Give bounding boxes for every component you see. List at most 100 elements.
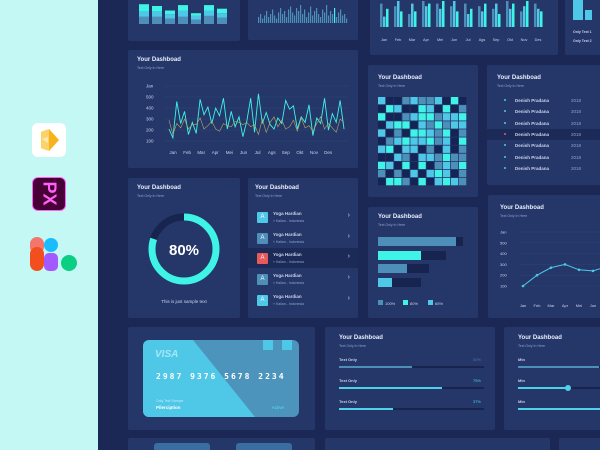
list-item[interactable]: Denish Pradana 2018 [487,140,600,151]
chevron-right-icon[interactable]: › [347,274,350,282]
slider-handle[interactable] [564,385,571,391]
partial-card [128,438,315,450]
legend-swatch [403,300,408,305]
bar [411,3,414,28]
chevron-right-icon[interactable]: › [347,232,350,240]
bar [318,14,320,23]
user-list-item[interactable]: A Yoga Hardian ⌖ Kalian - Indonesia › [248,269,358,289]
list-item-name: Denish Pradana [515,109,550,115]
bar [310,6,312,23]
card-subtitle: Text Only In Here [500,214,528,218]
card-brand: VISA [155,349,179,360]
dashboard-showcase: Jan Feb Mar Apr Mei Jun Jul Ags Sep Okt Nov Des Onl… [98,0,600,450]
users-card: Your Dashboad Text Only In Here A Yoga Ha… [248,178,358,318]
user-list-item[interactable]: A Yoga Hardian ⌖ Kalian - Indonesia › [248,290,358,310]
bullet-icon [504,155,506,158]
heatmap-cell [402,129,410,137]
bar-segment [204,10,214,16]
heatmap-cell [426,161,434,170]
progress-bar [339,408,484,410]
user-list-item[interactable]: A Yoga Hardian ⌖ Kalian - Indonesia › [248,207,358,227]
bar [306,17,308,23]
y-tick-label: 400 [500,251,507,256]
month-label: Sep [493,38,500,42]
bar [506,1,509,27]
slider-track[interactable] [518,387,600,389]
heatmap-cell [434,145,442,153]
bar [442,1,445,27]
credit-card-panel: VISA 2987 9376 5678 2234 Only Text Sampl… [128,327,315,430]
list-item[interactable]: Denish Pradana 2018 [487,163,600,174]
heatmap-cell [402,137,410,145]
x-tick-label: Jun [590,303,596,308]
slider-track[interactable] [518,366,600,368]
list-item[interactable]: Denish Pradana 2018 [487,106,600,117]
bar [383,16,386,27]
bar-segment [217,13,227,18]
bar [436,3,439,28]
user-list-item[interactable]: A Yoga Hardian ⌖ Kalian - Indonesia › [248,228,358,248]
legend-label: 80% [410,300,419,306]
heatmap-cell [434,113,442,121]
card-title: Your Dashboad [255,185,299,191]
heatmap-cell [394,105,402,113]
bar [296,8,298,23]
bar [262,18,264,23]
bar [298,11,300,23]
bar-segment [204,5,214,11]
list-item[interactable]: Denish Pradana 2018 [487,118,600,129]
heatmap-cell [418,137,426,145]
list-item[interactable]: Denish Pradana 2018 [487,95,600,106]
x-tick-label: Jul [255,150,261,155]
card-title: Your Dashboad [378,75,422,81]
heatmap-cell [434,169,442,178]
chevron-right-icon[interactable]: › [347,253,350,261]
month-label: Feb [395,38,402,42]
y-tick-label: 500 [500,240,507,245]
heatmap-cell [386,113,394,121]
list-item[interactable]: Denish Pradana 2018 [487,128,600,140]
chevron-right-icon[interactable]: › [347,212,350,219]
bar-segment [139,11,149,17]
bar [338,12,340,23]
bar-segment [165,18,175,24]
card-title: Your Dashboad [500,205,544,211]
x-tick-label: Mei [226,150,233,155]
heatmap [378,97,467,186]
user-name: Yoga Hardian [273,252,302,258]
bar [336,17,338,23]
slider-track[interactable] [518,408,600,410]
month-label: Ags [479,38,486,42]
heatmap-cell [459,105,467,113]
card-subtitle: Text Only In Here [378,223,406,227]
heatmap-cell [378,129,386,137]
credit-card[interactable]: VISA 2987 9376 5678 2234 Only Text Sampl… [143,340,299,417]
heatmap-cell [426,113,434,121]
heatmap-cell [442,178,451,186]
heatmap-cell [442,161,451,170]
heatmap-cell [434,129,442,137]
bar [534,3,537,28]
progress-bar [339,366,484,368]
bar [342,15,344,23]
heatmap-cell [426,137,434,145]
card-title: Your Dashboad [137,185,181,191]
heatmap-cell [426,121,434,129]
user-location: ⌖ Kalian - Indonesia [273,219,304,223]
heatmap-cell [450,153,459,161]
heatmap-cell [442,169,451,178]
user-list-item[interactable]: A Yoga Hardian ⌖ Kalian - Indonesia › [248,248,358,269]
heatmap-cell [434,153,442,161]
bar [326,5,328,23]
heatmap-cell [378,113,386,121]
heatmap-cell [402,161,410,170]
thin-bar-card [248,0,358,40]
heatmap-cell [402,105,410,113]
bar [292,12,294,23]
bullet-icon [504,166,506,169]
heatmap-cell [386,169,394,178]
bar-segment [204,15,214,24]
list-item[interactable]: Denish Pradana 2018 [487,152,600,163]
chevron-right-icon[interactable]: › [347,294,350,302]
heatmap-cell [394,137,402,145]
